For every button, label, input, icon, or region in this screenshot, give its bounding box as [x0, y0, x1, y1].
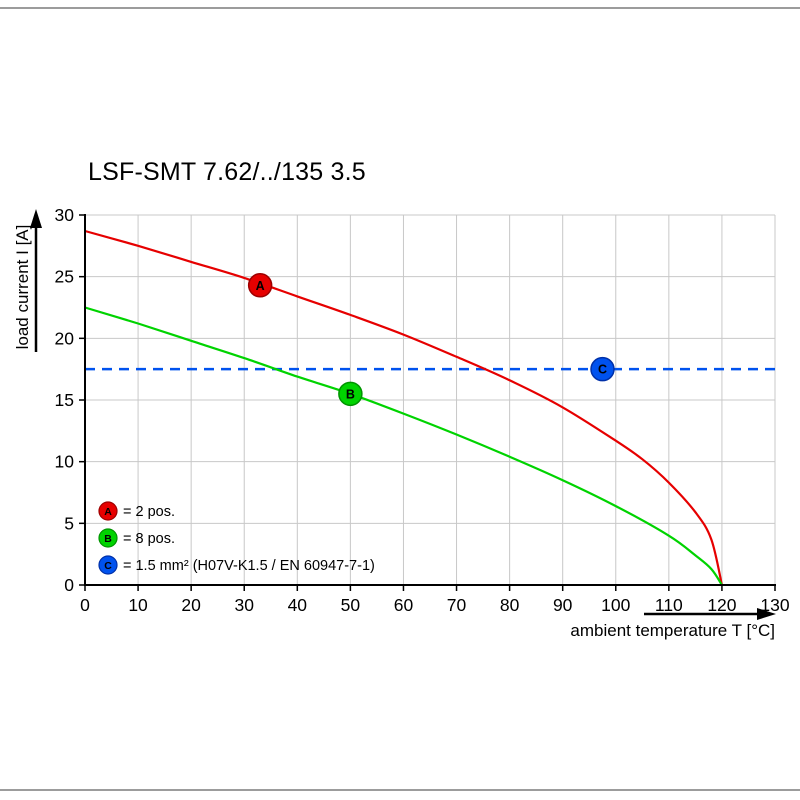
legend-swatch-b [98, 528, 118, 548]
grid [84, 214, 776, 586]
y-axis-arrow [30, 209, 42, 352]
y-tick-label: 15 [55, 390, 74, 410]
page-border-top [0, 7, 800, 9]
curves [84, 229, 723, 586]
x-tick-label: 10 [128, 595, 148, 615]
marker-a: A [247, 273, 273, 298]
legend-swatch-letter-a: A [104, 506, 112, 518]
x-tick-label: 100 [601, 595, 630, 615]
x-tick-label: 70 [447, 595, 467, 615]
x-tick-label: 110 [655, 595, 683, 615]
x-tick-label: 120 [707, 595, 736, 615]
y-tick-label: 30 [55, 205, 75, 225]
tick-labels: 0 10 20 30 40 50 60 70 80 90 100 110 120 130 0 5 10 15 20 2… [55, 205, 790, 615]
y-tick-label: 5 [64, 513, 74, 533]
curve-a [84, 229, 723, 586]
y-tick-label: 0 [64, 575, 74, 595]
legend-item-c: C = 1.5 mm² (H07V-K1.5 / EN 60947-7-1) [98, 555, 375, 575]
legend-swatch-a [98, 501, 118, 521]
marker-circle-a [247, 273, 273, 298]
chart-title: LSF-SMT 7.62/../135 3.5 [88, 158, 366, 186]
marker-letter-c: C [598, 363, 607, 377]
y-tick-label: 20 [55, 328, 75, 348]
legend-swatch-letter-c: C [104, 560, 112, 572]
marker-c: C [590, 356, 615, 382]
markers: A B C [247, 273, 615, 407]
marker-circle-b [338, 381, 363, 407]
x-tick-label: 0 [80, 595, 90, 615]
marker-b: B [338, 381, 363, 407]
x-tick-label: 20 [181, 595, 201, 615]
marker-letter-b: B [346, 387, 355, 401]
x-tick-label: 80 [500, 595, 520, 615]
y-tick-label: 25 [55, 267, 74, 287]
legend-label-b: = 8 pos. [123, 531, 175, 547]
x-tick-label: 130 [760, 595, 789, 615]
x-axis-label: ambient temperature T [°C] [570, 621, 775, 640]
marker-circle-c [590, 356, 615, 382]
y-axis-label: load current I [A] [13, 224, 32, 350]
x-axis-arrowhead [757, 608, 776, 620]
page-border-bottom [0, 789, 800, 791]
x-tick-label: 50 [341, 595, 361, 615]
axes [79, 214, 776, 591]
legend-item-a: A = 2 pos. [98, 501, 175, 521]
marker-letter-a: A [256, 279, 265, 293]
x-tick-label: 30 [234, 595, 254, 615]
y-tick-label: 10 [55, 452, 75, 472]
legend: A = 2 pos. B = 8 pos. C = 1.5 mm² (H07V-K1.5 … [98, 501, 375, 575]
y-axis-arrowhead [30, 209, 42, 228]
x-tick-label: 90 [553, 595, 573, 615]
x-tick-label: 60 [394, 595, 414, 615]
curve-b [84, 306, 723, 586]
legend-item-b: B = 8 pos. [98, 528, 175, 548]
legend-label-c: = 1.5 mm² (H07V-K1.5 / EN 60947-7-1) [123, 558, 375, 574]
x-tick-label: 40 [288, 595, 308, 615]
legend-swatch-c [98, 555, 118, 575]
x-axis-arrow [644, 608, 776, 620]
legend-label-a: = 2 pos. [123, 504, 175, 520]
legend-swatch-letter-b: B [104, 533, 112, 545]
